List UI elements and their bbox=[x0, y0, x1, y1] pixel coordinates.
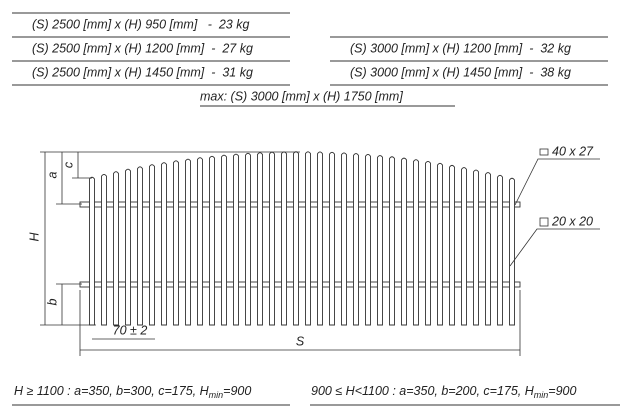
picket bbox=[365, 154, 371, 326]
picket bbox=[401, 157, 407, 326]
spec-max: max: (S) 3000 [mm] x (H) 1750 [mm] bbox=[200, 89, 403, 103]
picket bbox=[341, 152, 347, 326]
picket bbox=[353, 153, 359, 326]
spec-table: (S) 2500 [mm] x (H) 950 [mm] - 23 kg (S)… bbox=[12, 12, 608, 107]
picket bbox=[221, 154, 227, 326]
spec-row: (S) 2500 [mm] x (H) 1200 [mm] - 27 kg bbox=[32, 41, 253, 55]
rail bbox=[79, 281, 521, 288]
picket bbox=[137, 166, 143, 326]
note-subscript: min bbox=[534, 390, 549, 400]
dimension-label: a bbox=[45, 171, 59, 178]
picket bbox=[437, 162, 443, 326]
picket bbox=[317, 151, 323, 326]
picket bbox=[101, 173, 107, 326]
spec-row: (S) 2500 [mm] x (H) 1450 [mm] - 31 kg bbox=[32, 65, 253, 79]
footer: H ≥ 1100 : a=350, b=300, c=175, Hmin=900… bbox=[12, 384, 620, 406]
dimension-label: 70 ± 2 bbox=[113, 323, 148, 337]
picket bbox=[197, 157, 203, 326]
leader-line bbox=[514, 158, 600, 206]
picket bbox=[233, 153, 239, 326]
picket bbox=[281, 151, 287, 326]
note-subscript: min bbox=[209, 390, 224, 400]
picket bbox=[113, 171, 119, 326]
picket bbox=[269, 151, 275, 326]
picket bbox=[497, 174, 503, 326]
dimension-label: b bbox=[45, 298, 59, 305]
spec-row: (S) 2500 [mm] x (H) 950 [mm] - 23 kg bbox=[32, 17, 249, 31]
rail bbox=[79, 201, 521, 208]
picket bbox=[185, 158, 191, 326]
picket bbox=[449, 164, 455, 326]
picket bbox=[329, 151, 335, 326]
picket bbox=[89, 176, 95, 326]
profile-label: 20 x 20 bbox=[551, 214, 593, 228]
profile-icon bbox=[539, 217, 549, 227]
note-suffix: =900 bbox=[548, 384, 576, 398]
picket bbox=[413, 159, 419, 326]
dimension-label: S bbox=[296, 334, 305, 348]
leader-line bbox=[509, 228, 600, 267]
picket bbox=[149, 164, 155, 326]
note-text: H ≥ 1100 : a=350, b=300, c=175, H bbox=[14, 384, 210, 398]
fence bbox=[79, 151, 521, 326]
picket bbox=[425, 160, 431, 326]
dimensions: H a c b 70 ± 2 S 40 x 27 20 x 20 bbox=[27, 144, 600, 356]
picket bbox=[377, 155, 383, 326]
picket bbox=[461, 167, 467, 326]
profile-icon bbox=[539, 148, 549, 156]
dimension-label: c bbox=[61, 161, 75, 168]
spec-row: (S) 3000 [mm] x (H) 1450 [mm] - 38 kg bbox=[350, 65, 571, 79]
note-suffix: =900 bbox=[223, 384, 251, 398]
picket bbox=[257, 152, 263, 326]
dimension-label: H bbox=[27, 232, 41, 242]
picket bbox=[485, 172, 491, 326]
picket bbox=[245, 152, 251, 326]
picket bbox=[305, 151, 311, 326]
picket bbox=[389, 156, 395, 326]
picket bbox=[125, 168, 131, 326]
picket bbox=[293, 151, 299, 326]
spec-row: (S) 3000 [mm] x (H) 1200 [mm] - 32 kg bbox=[350, 41, 571, 55]
picket bbox=[509, 177, 515, 326]
picket bbox=[473, 169, 479, 326]
footer-note: 900 ≤ H<1100 : a=350, b=200, c=175, Hmin… bbox=[311, 384, 577, 400]
note-text: 900 ≤ H<1100 : a=350, b=200, c=175, H bbox=[311, 384, 535, 398]
picket bbox=[209, 155, 215, 326]
picket bbox=[173, 160, 179, 326]
picket bbox=[161, 162, 167, 326]
profile-label: 40 x 27 bbox=[552, 144, 594, 158]
footer-note: H ≥ 1100 : a=350, b=300, c=175, Hmin=900 bbox=[14, 384, 251, 400]
